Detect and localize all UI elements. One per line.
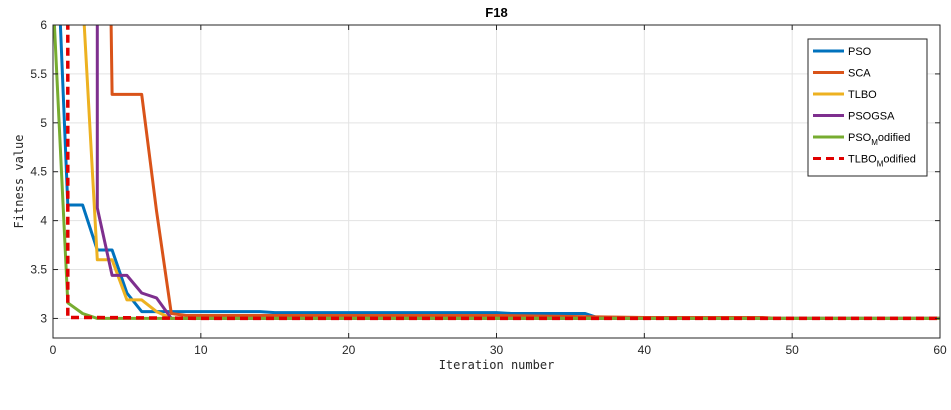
y-tick-label: 3 [40, 311, 47, 325]
series-line-pso-modified [53, 25, 940, 320]
y-tick-label: 4 [40, 214, 47, 228]
x-tick-label: 0 [50, 343, 57, 357]
legend-label: SCA [848, 68, 871, 80]
y-tick-label: 5 [40, 116, 47, 130]
x-tick-label: 50 [785, 343, 799, 357]
x-tick-label: 20 [342, 343, 356, 357]
legend-label: PSO [848, 46, 872, 58]
legend: PSO SCA TLBO PSOGSA PSOModified TLBOModified [807, 38, 928, 177]
series-line-tlbo-modified [66, 25, 940, 321]
x-tick-label: 60 [933, 343, 947, 357]
legend-label: PSOGSA [848, 111, 895, 123]
axis-ticks: 0 10 20 30 40 50 60 3 3.5 4 4.5 5 5.5 6 [30, 18, 947, 357]
x-tick-label: 10 [194, 343, 208, 357]
y-tick-label: 5.5 [30, 67, 47, 81]
series-lines [53, 25, 940, 321]
legend-label: TLBO [848, 89, 877, 101]
legend-label: TLBOModified [848, 154, 916, 169]
y-axis-label: Fitness value [12, 135, 26, 229]
y-tick-label: 3.5 [30, 263, 47, 277]
series-line-pso [58, 25, 940, 320]
x-axis-label: Iteration number [439, 358, 555, 372]
y-tick-label: 4.5 [30, 165, 47, 179]
legend-label: PSOModified [848, 132, 910, 147]
x-tick-label: 40 [638, 343, 652, 357]
legend-box [807, 38, 928, 177]
x-tick-label: 30 [490, 343, 504, 357]
series-line-psogsa [95, 25, 940, 320]
chart-title: F18 [485, 5, 507, 20]
y-tick-label: 6 [40, 18, 47, 32]
